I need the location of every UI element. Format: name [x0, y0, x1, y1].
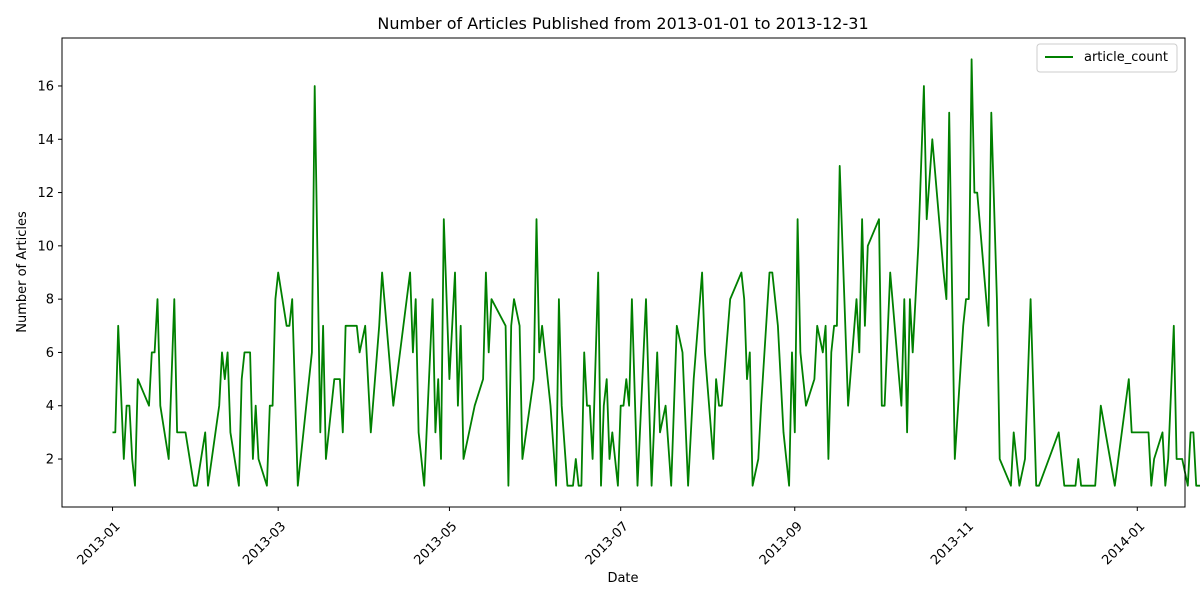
y-axis-label: Number of Articles	[15, 211, 30, 333]
plot-area	[112, 58, 1200, 487]
axes-frame	[61, 37, 1186, 508]
chart-title: Number of Articles Published from 2013-0…	[377, 14, 868, 33]
series-line-article_count	[112, 58, 1200, 487]
y-tick-label: 14	[37, 133, 54, 148]
legend-box	[1036, 43, 1178, 73]
y-tick-label: 2	[46, 453, 54, 468]
x-axis-label: Date	[607, 571, 638, 586]
y-tick-label: 12	[37, 186, 54, 201]
y-tick-label: 8	[46, 293, 54, 308]
y-tick-label: 6	[46, 346, 54, 361]
legend-label: article_count	[1084, 50, 1168, 65]
y-tick-label: 10	[37, 239, 54, 254]
y-tick-label: 4	[46, 399, 54, 414]
y-axis: 2 4 6 8 10 12 14 16	[37, 79, 62, 468]
legend: article_count	[1036, 43, 1178, 73]
y-tick-label: 16	[37, 79, 54, 94]
